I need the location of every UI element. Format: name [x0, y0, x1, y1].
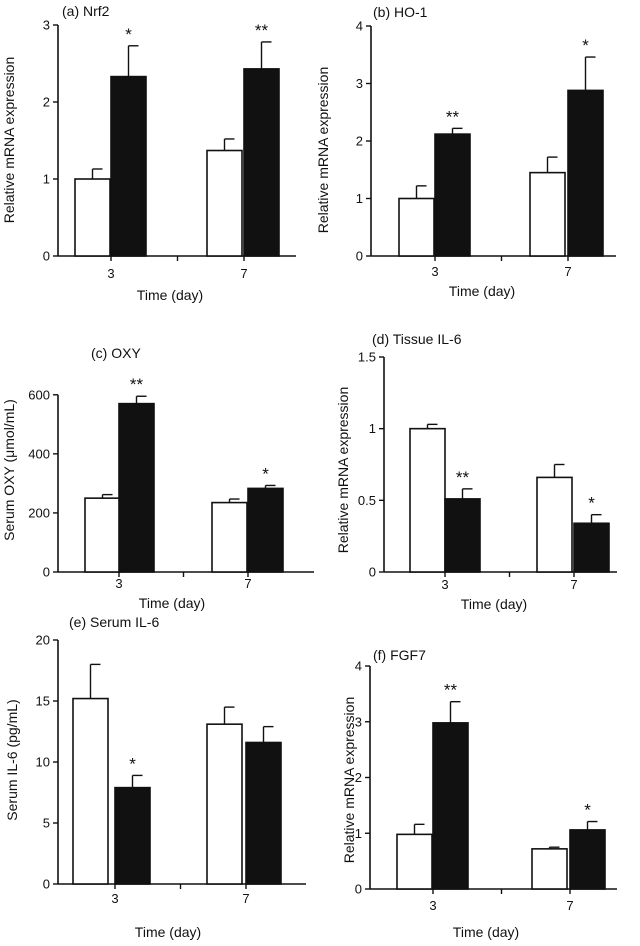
- y-tick-label: 2: [43, 95, 50, 110]
- x-axis-label: Time (day): [453, 924, 519, 940]
- y-tick-label: 400: [28, 446, 50, 461]
- bar-treated: [245, 741, 282, 885]
- y-tick-label: 0: [43, 249, 50, 264]
- bar-control: [206, 723, 243, 885]
- x-tick-label: 7: [570, 577, 577, 592]
- x-tick-label: 3: [431, 264, 438, 279]
- x-tick-label: 7: [244, 576, 251, 591]
- y-axis-label: Serum OXY (μmol/mL): [1, 399, 17, 541]
- bar-control: [74, 178, 111, 257]
- y-axis-label: Relative mRNA expression: [1, 57, 17, 224]
- bar-treated: [573, 522, 610, 573]
- panel-title: (b) HO-1: [373, 4, 428, 20]
- y-tick-label: 0.5: [358, 493, 376, 508]
- bar-treated: [110, 75, 147, 257]
- y-tick-label: 2: [356, 134, 363, 149]
- y-tick-label: 0: [43, 565, 50, 580]
- panel-title: (c) OXY: [91, 345, 141, 361]
- bar-control: [206, 149, 243, 257]
- y-axis-label: Relative mRNA expression: [341, 697, 357, 864]
- x-tick-label: 7: [240, 266, 247, 281]
- significance-marker: **: [446, 107, 460, 126]
- y-tick-label: 5: [43, 816, 50, 831]
- chart-panel-5: 0 5 10 15 20 3 7 * (e) Serum IL-6 Time (day) Serum…: [4, 614, 306, 940]
- y-tick-label: 1: [356, 191, 363, 206]
- x-tick-label: 3: [115, 576, 122, 591]
- bar-control: [396, 833, 433, 890]
- x-tick-label: 3: [429, 898, 436, 913]
- x-tick-label: 3: [111, 891, 118, 906]
- y-tick-label: 4: [356, 19, 363, 34]
- y-tick-label: 200: [28, 505, 50, 520]
- significance-marker: *: [588, 494, 595, 513]
- bar-treated: [118, 402, 155, 573]
- y-tick-label: 1: [369, 421, 376, 436]
- significance-marker: *: [125, 25, 132, 44]
- panel-title: (d) Tissue IL-6: [372, 331, 462, 347]
- panel-title: (a) Nrf2: [62, 3, 110, 19]
- x-tick-label: 3: [107, 266, 114, 281]
- y-tick-label: 3: [356, 76, 363, 91]
- bar-control: [398, 197, 435, 257]
- y-tick-label: 1: [43, 172, 50, 187]
- significance-marker: **: [456, 468, 470, 487]
- y-axis-label: Serum IL-6 (pg/mL): [4, 699, 20, 820]
- y-tick-label: 0: [369, 565, 376, 580]
- y-tick-label: 4: [355, 659, 362, 674]
- y-axis-label: Relative mRNA expression: [335, 387, 351, 554]
- significance-marker: *: [262, 464, 269, 483]
- x-tick-label: 7: [566, 898, 573, 913]
- bar-treated: [432, 722, 469, 890]
- panel-title: (f) FGF7: [373, 647, 426, 663]
- bar-treated: [567, 89, 604, 257]
- y-tick-label: 10: [36, 755, 50, 770]
- x-tick-label: 7: [564, 264, 571, 279]
- y-tick-label: 3: [355, 714, 362, 729]
- bar-treated: [444, 498, 481, 573]
- bar-control: [84, 497, 121, 573]
- bar-treated: [114, 786, 151, 885]
- y-tick-label: 20: [36, 633, 50, 648]
- y-tick-label: 2: [355, 770, 362, 785]
- x-axis-label: Time (day): [137, 287, 203, 303]
- significance-marker: **: [255, 21, 269, 40]
- significance-marker: *: [584, 801, 591, 820]
- y-tick-label: 0: [43, 877, 50, 892]
- y-tick-label: 1.5: [358, 350, 376, 365]
- bar-control: [72, 697, 109, 885]
- y-tick-label: 600: [28, 387, 50, 402]
- x-tick-label: 7: [242, 891, 249, 906]
- y-tick-label: 15: [36, 694, 50, 709]
- y-tick-label: 0: [355, 882, 362, 897]
- significance-marker: *: [582, 36, 589, 55]
- x-axis-label: Time (day): [139, 595, 205, 611]
- bar-treated: [569, 829, 606, 890]
- y-tick-label: 3: [43, 18, 50, 33]
- bar-control: [211, 501, 248, 573]
- x-axis-label: Time (day): [449, 283, 515, 299]
- x-tick-label: 3: [441, 577, 448, 592]
- significance-marker: *: [129, 754, 136, 773]
- bar-control: [409, 427, 446, 573]
- bar-control: [531, 848, 568, 890]
- bar-control: [536, 476, 573, 573]
- bar-treated: [243, 68, 280, 257]
- significance-marker: **: [444, 681, 458, 700]
- y-axis-label: Relative mRNA expression: [315, 67, 331, 234]
- significance-marker: **: [130, 375, 144, 394]
- bar-control: [529, 171, 566, 257]
- panel-title: (e) Serum IL-6: [69, 614, 159, 630]
- x-axis-label: Time (day): [461, 596, 527, 612]
- bar-treated: [434, 133, 471, 257]
- bar-treated: [247, 487, 284, 573]
- y-tick-label: 0: [356, 249, 363, 264]
- x-axis-label: Time (day): [135, 924, 201, 940]
- y-tick-label: 1: [355, 826, 362, 841]
